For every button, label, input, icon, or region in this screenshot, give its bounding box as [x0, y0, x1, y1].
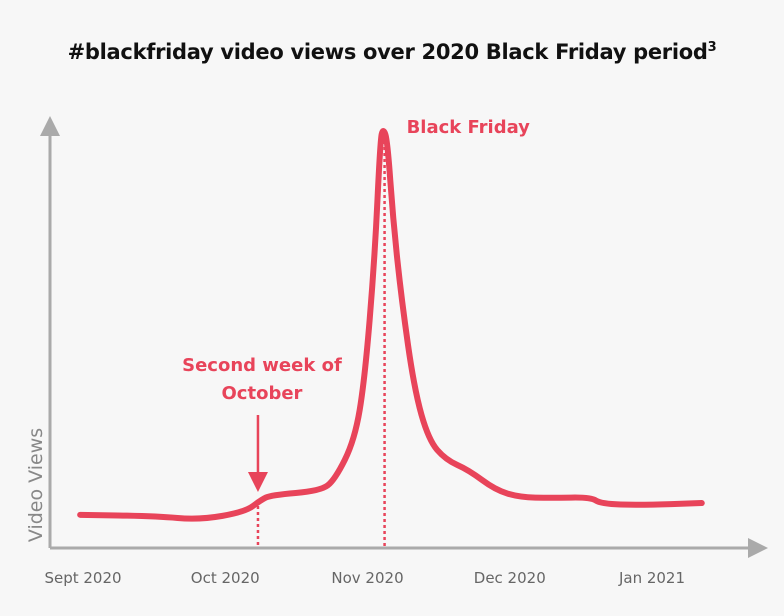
annotation-label: Second week of: [182, 355, 342, 376]
title-footnote-marker: 3: [707, 40, 717, 55]
annotation-label: October: [222, 383, 303, 404]
y-axis-label: Video Views: [25, 428, 47, 542]
x-tick-label: Dec 2020: [474, 569, 546, 587]
chart-title-text: #blackfriday video views over 2020 Black…: [67, 40, 708, 64]
chart-title: #blackfriday video views over 2020 Black…: [0, 40, 784, 64]
x-tick-label: Nov 2020: [331, 569, 403, 587]
y-axis-arrow-icon: [40, 116, 60, 136]
x-tick-label: Oct 2020: [191, 569, 260, 587]
series-line: [77, 128, 705, 522]
annotation-label: Black Friday: [407, 117, 531, 138]
x-tick-label: Jan 2021: [618, 569, 685, 587]
annotation-arrow-icon: [247, 472, 268, 492]
x-axis-arrow-icon: [748, 538, 768, 558]
x-tick-label: Sept 2020: [44, 569, 121, 587]
